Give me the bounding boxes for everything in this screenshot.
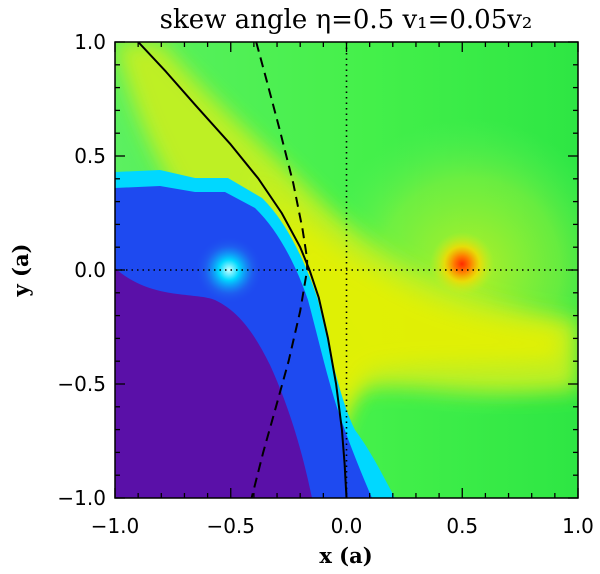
axis-ticks: [114, 41, 579, 499]
y-tick-label: 1.0: [74, 30, 106, 54]
reference-lines: [115, 42, 578, 498]
x-tick-label: −0.5: [206, 514, 255, 538]
solid-curve: [137, 42, 348, 498]
field-red-source-glow: [430, 232, 494, 296]
field-purple-region: [115, 268, 312, 498]
x-tick-label: −1.0: [91, 514, 140, 538]
x-tick-label: 1.0: [562, 514, 594, 538]
x-tick-label: 0.5: [446, 514, 478, 538]
x-axis-title: x (a): [319, 543, 372, 568]
y-tick-label: −1.0: [57, 486, 106, 510]
x-tick-labels: −1.0 −0.5 0.0 0.5 1.0: [91, 514, 594, 538]
y-tick-label: 0.5: [74, 144, 106, 168]
y-tick-label: 0.0: [74, 258, 106, 282]
field-cyan-source-glow: [195, 236, 263, 304]
y-tick-label: −0.5: [57, 372, 106, 396]
color-field: [115, 42, 578, 498]
y-tick-labels: −1.0 −0.5 0.0 0.5 1.0: [57, 30, 106, 510]
dashed-curve: [250, 42, 309, 498]
chart-title: skew angle η=0.5 v₁=0.05v₂: [160, 5, 533, 35]
x-tick-label: 0.0: [331, 514, 363, 538]
y-axis-title: y (a): [8, 244, 33, 298]
curves: [137, 42, 348, 498]
